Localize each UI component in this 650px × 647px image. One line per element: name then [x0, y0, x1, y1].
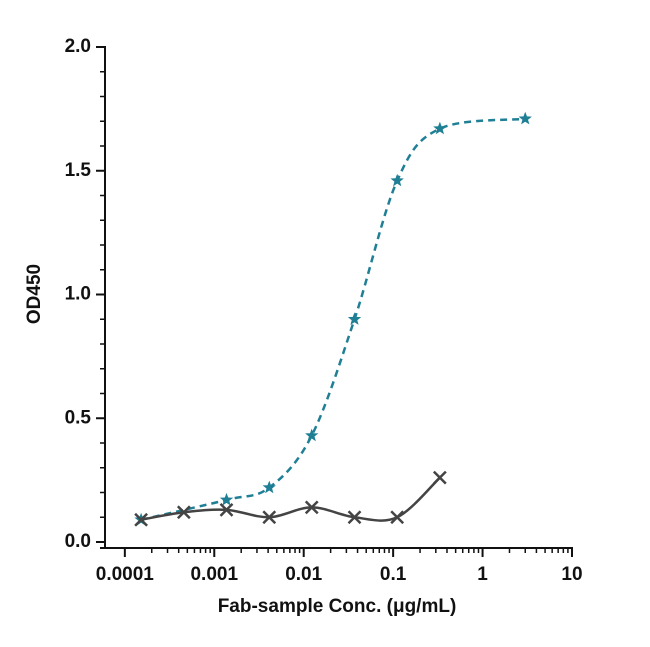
x-tick-label: 0.0001: [96, 564, 155, 585]
x-point: [134, 512, 148, 527]
x-point: [432, 470, 447, 485]
star-point: [433, 121, 447, 135]
y-axis-label: OD450: [24, 264, 45, 324]
y-tick-label: 1.5: [65, 160, 92, 181]
x-tick-label: 1: [477, 564, 488, 585]
y-tick-label: 0.0: [65, 531, 91, 552]
star-point: [390, 173, 404, 187]
x-point: [219, 502, 234, 517]
star-point: [262, 480, 276, 494]
y-tick-label: 0.5: [65, 407, 92, 428]
y-tick-label: 1.0: [65, 284, 91, 305]
star-point: [219, 492, 234, 506]
x-tick-label: 0.01: [285, 564, 322, 585]
x-axis-label: Fab-sample Conc. (μg/mL): [218, 596, 457, 617]
star-point: [305, 428, 319, 442]
fit-line: [140, 476, 441, 522]
fit-line: [140, 117, 526, 521]
x-point: [262, 510, 277, 525]
star-point: [518, 111, 532, 125]
star-point: [347, 312, 362, 325]
x-point: [347, 510, 362, 525]
x-point: [304, 500, 319, 515]
x-tick-label: 10: [561, 564, 582, 585]
x-tick-label: 0.001: [190, 564, 238, 585]
x-point: [176, 505, 191, 520]
y-tick-label: 2.0: [65, 36, 91, 57]
x-tick-label: 0.1: [380, 564, 407, 585]
x-point: [390, 510, 405, 525]
